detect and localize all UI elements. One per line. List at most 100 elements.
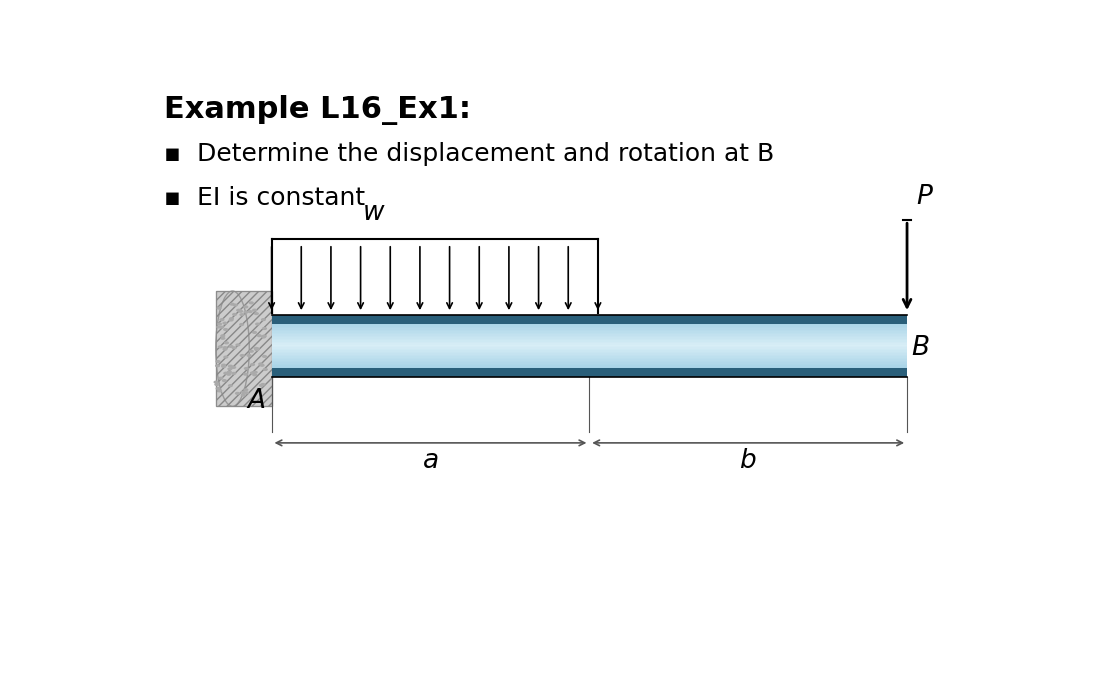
Circle shape bbox=[232, 346, 237, 350]
Circle shape bbox=[220, 364, 226, 367]
Circle shape bbox=[244, 388, 248, 392]
Bar bbox=[271, 367, 907, 368]
Circle shape bbox=[258, 362, 264, 366]
Circle shape bbox=[261, 335, 266, 339]
Bar bbox=[271, 331, 907, 333]
Circle shape bbox=[239, 313, 245, 316]
Circle shape bbox=[261, 335, 267, 338]
Circle shape bbox=[253, 371, 258, 374]
Circle shape bbox=[217, 390, 222, 392]
Circle shape bbox=[252, 309, 257, 311]
Bar bbox=[271, 328, 907, 330]
Circle shape bbox=[261, 327, 267, 330]
Circle shape bbox=[229, 317, 234, 320]
Circle shape bbox=[219, 318, 225, 321]
Bar bbox=[271, 358, 907, 359]
Bar bbox=[271, 350, 907, 352]
Bar bbox=[271, 345, 907, 346]
Circle shape bbox=[244, 367, 249, 370]
Circle shape bbox=[255, 347, 260, 350]
Circle shape bbox=[259, 364, 265, 367]
Circle shape bbox=[260, 383, 266, 386]
Circle shape bbox=[215, 360, 220, 363]
Bar bbox=[271, 354, 907, 355]
Bar bbox=[271, 356, 907, 358]
Circle shape bbox=[223, 346, 227, 350]
Bar bbox=[271, 343, 907, 345]
Circle shape bbox=[248, 301, 254, 305]
Bar bbox=[271, 339, 907, 340]
Circle shape bbox=[226, 373, 232, 376]
Bar bbox=[271, 327, 907, 328]
Circle shape bbox=[244, 305, 248, 309]
Bar bbox=[271, 335, 907, 336]
Ellipse shape bbox=[216, 291, 249, 406]
Circle shape bbox=[217, 322, 222, 326]
Text: ▪  Determine the displacement and rotation at B: ▪ Determine the displacement and rotatio… bbox=[164, 142, 774, 166]
Bar bbox=[271, 362, 907, 364]
Text: ▪  EI is constant: ▪ EI is constant bbox=[164, 186, 366, 210]
Circle shape bbox=[259, 384, 264, 387]
Circle shape bbox=[257, 334, 261, 337]
Circle shape bbox=[244, 391, 249, 394]
Bar bbox=[271, 340, 907, 341]
Circle shape bbox=[238, 309, 244, 313]
Circle shape bbox=[244, 311, 248, 313]
Circle shape bbox=[235, 343, 240, 347]
Circle shape bbox=[223, 328, 228, 331]
Circle shape bbox=[228, 384, 233, 387]
Circle shape bbox=[228, 364, 233, 368]
Circle shape bbox=[243, 373, 248, 376]
Bar bbox=[271, 315, 907, 324]
Circle shape bbox=[232, 366, 236, 369]
Circle shape bbox=[240, 391, 246, 394]
Circle shape bbox=[217, 345, 223, 348]
Circle shape bbox=[214, 383, 219, 386]
Bar bbox=[271, 368, 907, 377]
Bar bbox=[271, 364, 907, 365]
Circle shape bbox=[229, 303, 235, 306]
Circle shape bbox=[252, 331, 257, 334]
Circle shape bbox=[223, 356, 228, 358]
Circle shape bbox=[240, 394, 246, 396]
Bar bbox=[271, 333, 907, 335]
Circle shape bbox=[232, 313, 237, 316]
Circle shape bbox=[236, 309, 242, 312]
Bar bbox=[271, 355, 907, 356]
Text: $A$: $A$ bbox=[246, 388, 266, 414]
Circle shape bbox=[223, 347, 227, 351]
Circle shape bbox=[253, 373, 257, 377]
Circle shape bbox=[246, 354, 252, 357]
Bar bbox=[271, 359, 907, 360]
Bar bbox=[216, 291, 271, 406]
Circle shape bbox=[263, 368, 268, 371]
Circle shape bbox=[227, 371, 232, 373]
Circle shape bbox=[218, 377, 224, 379]
Circle shape bbox=[239, 323, 244, 326]
Circle shape bbox=[223, 322, 227, 324]
Circle shape bbox=[223, 371, 228, 375]
Text: $b$: $b$ bbox=[739, 448, 757, 474]
Circle shape bbox=[220, 334, 225, 337]
Bar bbox=[271, 349, 907, 350]
Bar bbox=[271, 341, 907, 343]
Bar bbox=[271, 336, 907, 337]
Bar bbox=[271, 360, 907, 362]
Circle shape bbox=[222, 379, 227, 382]
Circle shape bbox=[254, 347, 258, 350]
Circle shape bbox=[228, 345, 234, 348]
Bar bbox=[271, 347, 907, 349]
Circle shape bbox=[224, 341, 229, 345]
Circle shape bbox=[216, 307, 222, 309]
Circle shape bbox=[254, 312, 259, 316]
Circle shape bbox=[247, 310, 253, 313]
Circle shape bbox=[214, 381, 218, 384]
Bar bbox=[216, 291, 271, 406]
Circle shape bbox=[255, 322, 260, 326]
Circle shape bbox=[261, 355, 267, 358]
Text: $B$: $B$ bbox=[912, 335, 930, 360]
Circle shape bbox=[235, 392, 240, 395]
Bar bbox=[271, 337, 907, 339]
Bar bbox=[271, 324, 907, 326]
Circle shape bbox=[228, 318, 234, 322]
